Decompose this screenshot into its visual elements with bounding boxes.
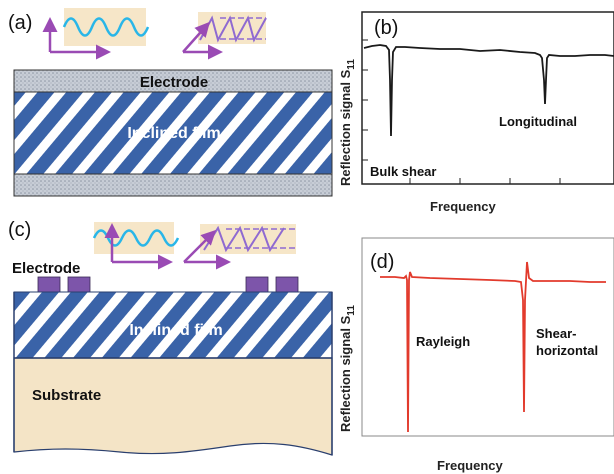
- layer-stack-a: [13, 69, 333, 197]
- film-label-c: Inclined film: [129, 322, 222, 339]
- longitudinal-wave-icon: [42, 8, 150, 60]
- saw-spectrum-trace: [380, 261, 606, 433]
- panel-d: (d) Rayleigh Shear-horizontal Frequency …: [338, 237, 614, 473]
- shear-horizontal-label: Shear-horizontal: [536, 326, 598, 358]
- panel-c-label: (c): [8, 219, 31, 241]
- x-axis-label-d: Frequency: [437, 458, 504, 473]
- panel-b: (b) Bulk shear Longitudinal Frequency Re…: [338, 11, 614, 214]
- ticks-b: [362, 39, 561, 184]
- shear-wave-icon: [182, 12, 267, 60]
- y-axis-label-d: Reflection signal S11: [338, 305, 357, 432]
- panel-a-label: (a): [8, 12, 32, 34]
- rayleigh-label: Rayleigh: [416, 334, 470, 349]
- plot-frame-d: [361, 237, 614, 437]
- substrate: [13, 357, 333, 456]
- panel-b-label: (b): [374, 17, 398, 39]
- electrode-label-c: Electrode: [12, 260, 80, 277]
- substrate-label: Substrate: [32, 387, 101, 404]
- rayleigh-wave-icon: [92, 222, 180, 270]
- bulk-shear-label: Bulk shear: [370, 164, 436, 179]
- longitudinal-label: Longitudinal: [499, 114, 577, 129]
- bulk-spectrum-trace: [363, 44, 614, 137]
- film-label-a: Inclined film: [127, 125, 220, 142]
- electrode-pads: [37, 276, 299, 294]
- x-axis-label-b: Frequency: [430, 199, 497, 214]
- y-axis-label-b: Reflection signal S11: [338, 59, 357, 186]
- panel-c: (c) Electrode: [8, 219, 333, 456]
- shear-horizontal-wave-icon: [183, 224, 296, 270]
- panel-a: (a) Electrode Inclined film: [8, 8, 333, 197]
- panel-d-label: (d): [370, 251, 394, 273]
- electrode-label-a: Electrode: [140, 74, 208, 91]
- plot-frame-b: [361, 11, 614, 185]
